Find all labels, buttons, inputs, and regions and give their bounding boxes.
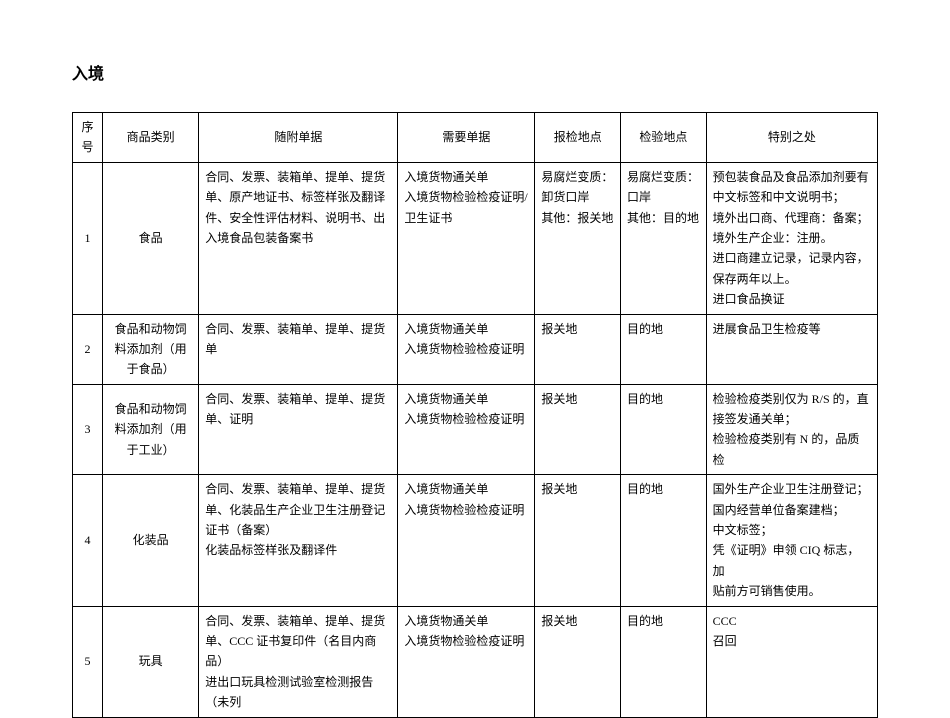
th-category: 商品类别 (102, 113, 198, 163)
cell-category: 食品和动物饲料添加剂（用于食品） (102, 314, 198, 384)
cell-attached: 合同、发票、装箱单、提单、提货单、化装品生产企业卫生注册登记证书（备案）化装品标… (199, 475, 398, 606)
cell-needed: 入境货物通关单入境货物检验检疫证明 (398, 384, 535, 475)
cell-verify-loc: 目的地 (621, 475, 707, 606)
table-row: 1 食品 合同、发票、装箱单、提单、提货单、原产地证书、标签样张及翻译件、安全性… (73, 162, 878, 314)
cell-needed: 入境货物通关单入境货物检验检疫证明/卫生证书 (398, 162, 535, 314)
cell-attached: 合同、发票、装箱单、提单、提货单、原产地证书、标签样张及翻译件、安全性评估材料、… (199, 162, 398, 314)
cell-verify-loc: 目的地 (621, 384, 707, 475)
cell-seq: 3 (73, 384, 103, 475)
entry-table: 序号 商品类别 随附单据 需要单据 报检地点 检验地点 特别之处 1 食品 合同… (72, 112, 878, 718)
cell-inspect-loc: 易腐烂变质：卸货口岸其他：报关地 (535, 162, 621, 314)
th-needed: 需要单据 (398, 113, 535, 163)
cell-seq: 5 (73, 606, 103, 717)
cell-inspect-loc: 报关地 (535, 475, 621, 606)
table-row: 4 化装品 合同、发票、装箱单、提单、提货单、化装品生产企业卫生注册登记证书（备… (73, 475, 878, 606)
cell-category: 玩具 (102, 606, 198, 717)
cell-special: 预包装食品及食品添加剂要有中文标签和中文说明书；境外出口商、代理商：备案；境外生… (706, 162, 877, 314)
cell-category: 食品 (102, 162, 198, 314)
cell-inspect-loc: 报关地 (535, 606, 621, 717)
cell-verify-loc: 易腐烂变质：口岸其他：目的地 (621, 162, 707, 314)
cell-category: 食品和动物饲料添加剂（用于工业） (102, 384, 198, 475)
table-row: 5 玩具 合同、发票、装箱单、提单、提货单、CCC 证书复印件（名目内商品）进出… (73, 606, 878, 717)
cell-seq: 2 (73, 314, 103, 384)
table-header-row: 序号 商品类别 随附单据 需要单据 报检地点 检验地点 特别之处 (73, 113, 878, 163)
cell-seq: 4 (73, 475, 103, 606)
cell-special: CCC召回 (706, 606, 877, 717)
th-seq: 序号 (73, 113, 103, 163)
cell-inspect-loc: 报关地 (535, 314, 621, 384)
cell-inspect-loc: 报关地 (535, 384, 621, 475)
cell-attached: 合同、发票、装箱单、提单、提货单、证明 (199, 384, 398, 475)
th-inspect-loc: 报检地点 (535, 113, 621, 163)
cell-verify-loc: 目的地 (621, 606, 707, 717)
table-row: 3 食品和动物饲料添加剂（用于工业） 合同、发票、装箱单、提单、提货单、证明 入… (73, 384, 878, 475)
cell-special: 国外生产企业卫生注册登记；国内经营单位备案建档；中文标签；凭《证明》申领 CIQ… (706, 475, 877, 606)
cell-attached: 合同、发票、装箱单、提单、提货单、CCC 证书复印件（名目内商品）进出口玩具检测… (199, 606, 398, 717)
cell-special: 检验检疫类别仅为 R/S 的，直接签发通关单；检验检疫类别有 N 的，品质检 (706, 384, 877, 475)
page-title: 入境 (72, 60, 878, 84)
th-verify-loc: 检验地点 (621, 113, 707, 163)
cell-special: 进展食品卫生检疫等 (706, 314, 877, 384)
cell-needed: 入境货物通关单入境货物检验检疫证明 (398, 475, 535, 606)
table-row: 2 食品和动物饲料添加剂（用于食品） 合同、发票、装箱单、提单、提货单 入境货物… (73, 314, 878, 384)
cell-verify-loc: 目的地 (621, 314, 707, 384)
th-special: 特别之处 (706, 113, 877, 163)
cell-needed: 入境货物通关单入境货物检验检疫证明 (398, 314, 535, 384)
cell-needed: 入境货物通关单入境货物检验检疫证明 (398, 606, 535, 717)
cell-category: 化装品 (102, 475, 198, 606)
cell-seq: 1 (73, 162, 103, 314)
th-attached: 随附单据 (199, 113, 398, 163)
table-body: 1 食品 合同、发票、装箱单、提单、提货单、原产地证书、标签样张及翻译件、安全性… (73, 162, 878, 717)
cell-attached: 合同、发票、装箱单、提单、提货单 (199, 314, 398, 384)
